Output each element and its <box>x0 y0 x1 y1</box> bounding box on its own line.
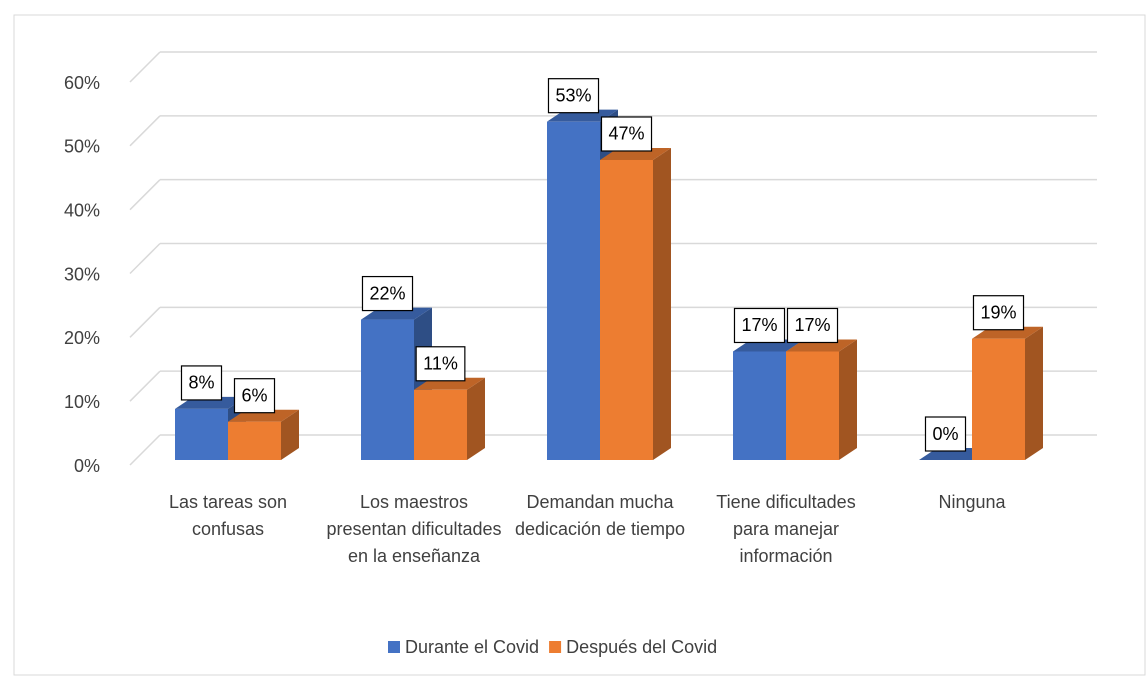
grid-line-side <box>129 115 161 147</box>
bar-side <box>281 409 299 460</box>
data-label-box <box>547 78 600 114</box>
bar <box>175 396 246 460</box>
data-label-text: 6% <box>241 385 267 405</box>
bar <box>228 409 299 460</box>
grid-line-side <box>129 370 161 402</box>
data-label-text: 11% <box>423 354 458 374</box>
data-label-text: 47% <box>608 124 644 144</box>
data-label-text: 17% <box>794 315 830 335</box>
bar-side <box>467 377 485 460</box>
data-label-box <box>786 307 839 344</box>
bar-front <box>361 319 414 460</box>
grid-line-side <box>129 51 161 83</box>
data-label-box <box>600 116 653 152</box>
x-tick-label: Tiene dificultades para manejar informac… <box>716 492 856 566</box>
y-tick-label: 30% <box>64 264 100 284</box>
data-label-box <box>415 346 466 382</box>
bar <box>414 377 485 460</box>
x-tick-label: Demandan mucha dedicación de tiempo <box>514 492 686 539</box>
y-tick-label: 50% <box>64 137 100 157</box>
data-label: 17% <box>733 307 786 344</box>
data-label-box <box>924 416 967 452</box>
data-label: 0% <box>924 416 967 452</box>
bar-side <box>1025 326 1043 460</box>
x-tick-label: Los maestros presentan dificultades en l… <box>326 492 502 566</box>
bar <box>786 339 857 460</box>
data-label-text: 53% <box>555 85 591 105</box>
grid-line-side <box>129 306 161 338</box>
legend-swatch <box>388 641 400 653</box>
bar-front <box>228 421 281 460</box>
y-tick-label: 10% <box>64 392 100 412</box>
x-tick-label: Ninguna <box>938 492 1006 512</box>
bar-side <box>653 147 671 460</box>
data-label: 19% <box>972 295 1025 331</box>
data-label: 8% <box>180 365 223 401</box>
legend-swatch <box>549 641 562 653</box>
grid-line-side <box>129 434 161 466</box>
y-tick-label: 20% <box>64 328 100 348</box>
bar-front <box>175 408 228 460</box>
y-tick-label: 60% <box>64 73 100 93</box>
bar <box>600 147 671 460</box>
data-label-box <box>733 307 786 344</box>
data-label-box <box>233 378 276 414</box>
bar-front <box>547 121 600 460</box>
data-label-text: 19% <box>980 302 1016 322</box>
bar-front <box>733 351 786 460</box>
data-label: 53% <box>547 78 600 114</box>
data-label-box <box>180 365 223 401</box>
bar-front <box>414 389 467 460</box>
data-label: 11% <box>415 346 466 382</box>
data-label: 22% <box>361 275 414 312</box>
x-tick-label: Las tareas son confusas <box>168 492 288 539</box>
data-label: 17% <box>786 307 839 344</box>
data-label: 6% <box>233 378 276 414</box>
bar <box>972 326 1043 460</box>
bar-front <box>972 338 1025 460</box>
y-tick-label: 0% <box>74 456 100 476</box>
grid-line-side <box>129 242 161 275</box>
data-label-box <box>361 275 414 312</box>
legend-label: Durante el Covid <box>405 637 539 657</box>
data-label: 47% <box>600 116 653 152</box>
y-tick-label: 40% <box>64 200 100 220</box>
grid-line-side <box>129 179 161 211</box>
data-label-text: 8% <box>188 373 214 393</box>
data-label-text: 17% <box>741 315 777 335</box>
data-label-text: 22% <box>369 283 405 303</box>
bar-front <box>786 351 839 460</box>
legend-label: Después del Covid <box>566 637 717 657</box>
data-label-box <box>972 295 1025 331</box>
bar-front <box>600 159 653 460</box>
bar-side <box>839 339 857 460</box>
data-label-text: 0% <box>932 424 958 444</box>
